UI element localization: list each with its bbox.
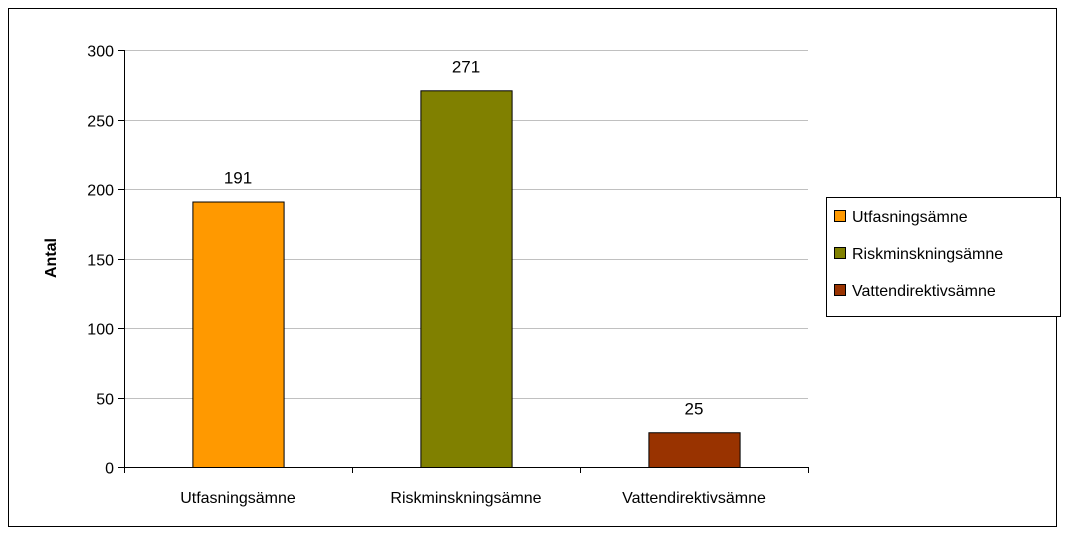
bar-value-label: 271 [452, 57, 480, 76]
y-axis-title: Antal [43, 238, 60, 278]
bars [192, 90, 741, 468]
y-tick-labels: 0 50 100 150 200 250 300 [87, 44, 114, 478]
bar-value-label: 191 [224, 169, 252, 188]
legend-box [826, 197, 1061, 317]
y-tick-label: 0 [105, 461, 114, 478]
y-tick-label: 100 [87, 322, 114, 339]
legend-swatch [834, 284, 846, 296]
x-category-labels: Utfasningsämne Riskminskningsämne Vattendi… [180, 490, 766, 507]
legend: Utfasningsämne Riskminskningsämne Vattendi… [826, 197, 1061, 317]
bar [420, 90, 513, 468]
bar-value-label: 25 [685, 399, 704, 418]
y-tick-label: 250 [87, 114, 114, 131]
legend-entry: Vattendirektivsämne [852, 283, 996, 300]
y-tick-label: 150 [87, 253, 114, 270]
y-tick-label: 200 [87, 183, 114, 200]
legend-swatch [834, 247, 846, 259]
x-category-label: Vattendirektivsämne [622, 490, 766, 507]
legend-swatch [834, 210, 846, 222]
legend-entry: Utfasningsämne [852, 209, 968, 226]
y-tick-label: 50 [96, 392, 114, 409]
bar [192, 201, 285, 468]
axes [118, 50, 809, 473]
data-labels: 191 271 25 [224, 57, 704, 418]
y-tick-label: 300 [87, 44, 114, 61]
x-category-label: Utfasningsämne [180, 490, 296, 507]
x-category-label: Riskminskningsämne [390, 490, 541, 507]
legend-entry: Riskminskningsämne [852, 246, 1003, 263]
bar [648, 432, 741, 468]
